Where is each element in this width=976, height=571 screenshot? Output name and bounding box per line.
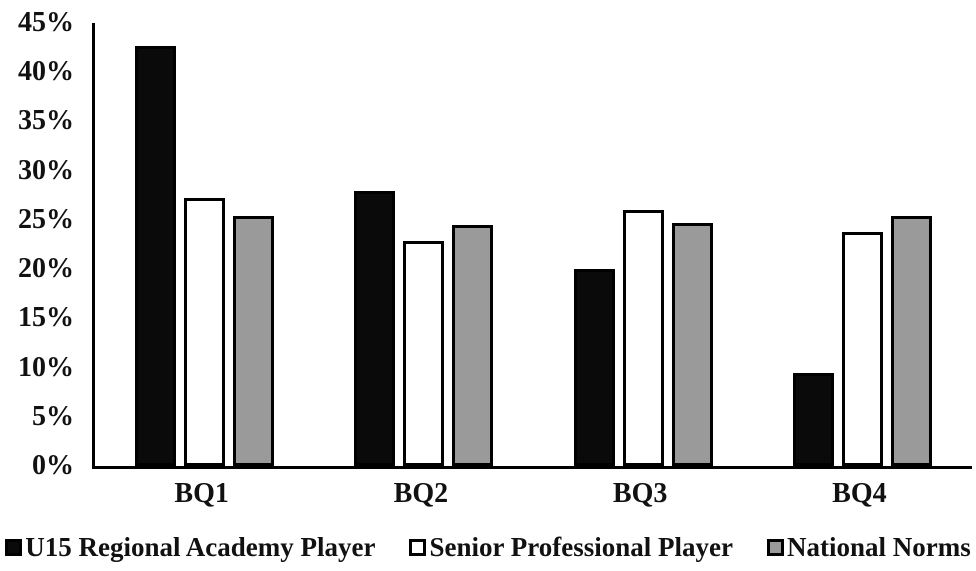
y-tick-label-15pct: 15% [18,302,74,334]
legend-label-norms: National Norms [786,531,971,562]
bar-bq1-u15 [135,45,177,466]
legend-label-senior: Senior Professional Player [429,531,733,562]
bar-bq4-u15 [792,372,834,466]
x-axis-label-bq3: BQ3 [612,478,668,509]
bar-bq4-senior [841,231,883,466]
x-axis-labels: BQ1 BQ2 BQ3 BQ4 [92,477,969,511]
legend-item-norms: National Norms [766,531,971,563]
x-axis-label-bq2: BQ2 [393,478,449,509]
y-tick-label-10pct: 10% [18,351,74,383]
x-axis-label-bq1: BQ1 [174,478,229,509]
legend-item-senior: Senior Professional Player [409,531,733,563]
plot-area [92,23,972,469]
bar-bq2-u15 [354,191,396,466]
u15-series-swatch-icon [5,538,23,556]
y-tick-label-40pct: 40% [18,56,74,88]
bar-bq3-norms [671,222,713,466]
legend: U15 Regional Academy Player Senior Profe… [0,528,976,566]
x-axis-label-bq4: BQ4 [832,478,887,509]
bar-bq4-norms [890,216,932,466]
bar-group-bq4 [753,23,972,466]
bar-group-bq3 [534,23,753,466]
norms-series-swatch-icon [766,538,784,556]
y-tick-label-45pct: 45% [18,7,74,38]
bar-bq1-norms [233,216,275,466]
bar-group-bq1 [95,23,314,466]
y-tick-label-5pct: 5% [32,400,74,432]
bar-bq2-norms [452,224,494,466]
bar-bq3-u15 [573,269,615,466]
y-tick-label-30pct: 30% [18,154,74,186]
y-tick-label-20pct: 20% [18,253,74,285]
senior-series-swatch-icon [409,538,427,556]
bar-bq2-senior [403,240,445,466]
bar-bq3-senior [622,210,664,466]
legend-label-u15: U15 Regional Academy Player [25,531,376,562]
bar-bq1-senior [184,198,226,466]
legend-item-u15: U15 Regional Academy Player [5,532,375,563]
y-axis-tick-labels: 0% 5% 10% 15% 20% 25% 30% 35% 40% 45% [0,7,80,481]
y-tick-label-35pct: 35% [18,105,74,137]
y-tick-label-25pct: 25% [18,203,74,235]
y-tick-label-0pct: 0% [32,450,74,481]
bar-group-bq2 [314,23,533,466]
